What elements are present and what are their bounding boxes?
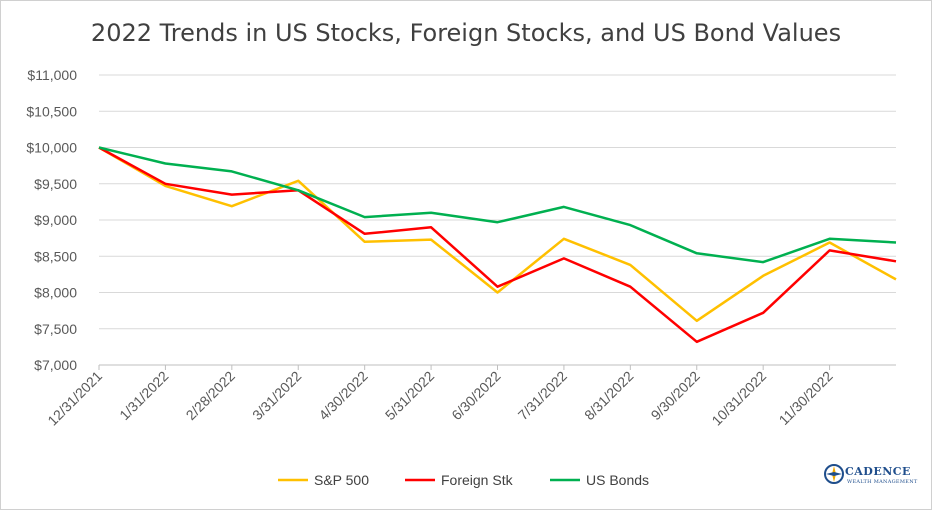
y-tick-label: $10,000 [26,140,77,156]
y-tick-label: $7,000 [34,357,77,373]
legend-item: US Bonds [550,472,649,488]
legend-label: S&P 500 [314,472,369,488]
y-tick-label: $8,500 [34,248,77,264]
x-tick-label: 6/30/2022 [448,368,504,424]
legend-item: S&P 500 [278,472,369,488]
y-tick-label: $7,500 [34,321,77,337]
x-tick-label: 7/31/2022 [515,368,571,424]
x-tick-label: 4/30/2022 [315,368,371,424]
series-line [98,146,897,344]
gridlines [99,74,896,366]
series-line [98,146,897,264]
x-tick-label: 3/31/2022 [249,368,305,424]
legend-item: Foreign Stk [405,472,514,488]
logo-name: CADENCE [845,465,911,478]
x-tick-label: 8/31/2022 [581,368,637,424]
legend-label: Foreign Stk [441,472,514,488]
y-tick-label: $10,500 [26,103,77,119]
x-axis-ticks: 12/31/2021 1/31/2022 2/28/2022 3/31/2022 4/3… [44,365,836,429]
legend-label: US Bonds [586,472,649,488]
x-tick-label: 12/31/2021 [44,368,105,429]
x-tick-label: 5/31/2022 [382,368,438,424]
y-axis-ticks: $7,000 $7,500 $8,000 $8,500 $9,000 $9,500 $10,… [26,67,77,373]
x-tick-label: 2/28/2022 [183,368,239,424]
y-tick-label: $11,000 [27,67,77,83]
x-tick-label: 11/30/2022 [776,368,836,428]
cadence-logo: CADENCE WEALTH MANAGEMENT [821,461,921,491]
y-tick-label: $9,500 [34,176,77,192]
compass-icon [824,464,844,484]
series-line [98,146,897,323]
x-tick-label: 10/31/2022 [708,368,769,429]
y-tick-label: $8,000 [34,285,77,301]
chart-title: 2022 Trends in US Stocks, Foreign Stocks… [90,19,842,47]
y-tick-label: $9,000 [34,212,77,228]
legend: S&P 500 Foreign Stk US Bonds [278,472,649,488]
x-tick-label: 9/30/2022 [648,368,704,424]
logo-subtitle: WEALTH MANAGEMENT [847,479,918,485]
x-tick-label: 1/31/2022 [116,368,172,424]
series-lines [98,146,897,344]
